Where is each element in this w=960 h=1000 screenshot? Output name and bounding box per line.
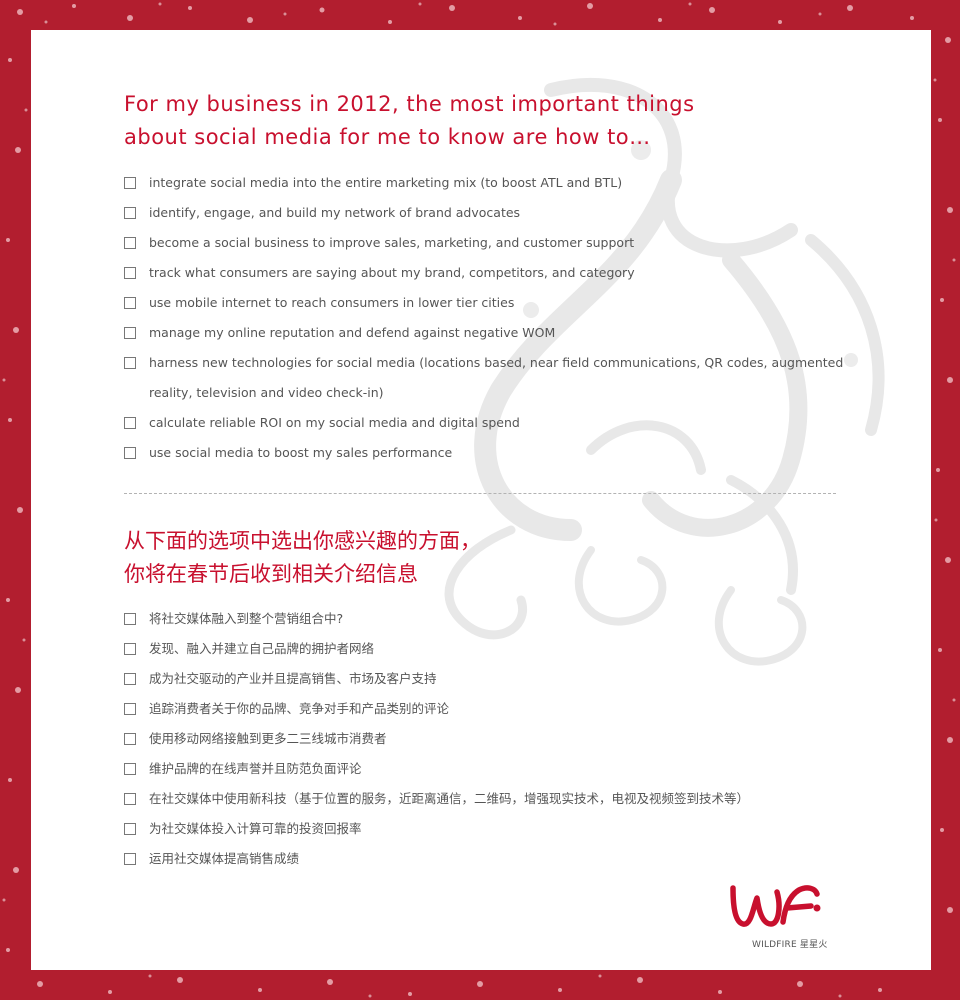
option-label: use mobile internet to reach consumers i… xyxy=(149,295,515,310)
checkbox[interactable] xyxy=(124,417,136,429)
checkbox[interactable] xyxy=(124,267,136,279)
chinese-heading-line: 从下面的选项中选出你感兴趣的方面， xyxy=(124,529,481,553)
checkbox[interactable] xyxy=(124,853,136,865)
chinese-heading: 从下面的选项中选出你感兴趣的方面， 你将在春节后收到相关介绍信息 xyxy=(124,525,481,591)
option-label: 将社交媒体融入到整个营销组合中? xyxy=(149,611,344,626)
option-label: 运用社交媒体提高销售成绩 xyxy=(149,851,300,866)
checkbox[interactable] xyxy=(124,327,136,339)
checkbox[interactable] xyxy=(124,613,136,625)
option-label: 维护品牌的在线声誉并且防范负面评论 xyxy=(149,761,362,776)
option-zh-7[interactable]: 在社交媒体中使用新科技（基于位置的服务，近距离通信，二维码，增强现实技术，电视及… xyxy=(124,784,884,814)
option-zh-9[interactable]: 运用社交媒体提高销售成绩 xyxy=(124,844,884,874)
option-label: calculate reliable ROI on my social medi… xyxy=(149,415,520,430)
checkbox[interactable] xyxy=(124,207,136,219)
option-label: track what consumers are saying about my… xyxy=(149,265,635,280)
checkbox[interactable] xyxy=(124,237,136,249)
option-zh-4[interactable]: 追踪消费者关于你的品牌、竞争对手和产品类别的评论 xyxy=(124,694,884,724)
option-label: 成为社交驱动的产业并且提高销售、市场及客户支持 xyxy=(149,671,437,686)
checkbox[interactable] xyxy=(124,177,136,189)
checkbox[interactable] xyxy=(124,643,136,655)
option-label: 使用移动网络接触到更多二三线城市消费者 xyxy=(149,731,387,746)
checkbox[interactable] xyxy=(124,447,136,459)
option-label: 为社交媒体投入计算可靠的投资回报率 xyxy=(149,821,362,836)
option-zh-3[interactable]: 成为社交驱动的产业并且提高销售、市场及客户支持 xyxy=(124,664,884,694)
option-label: become a social business to improve sale… xyxy=(149,235,635,250)
chinese-heading-line: 你将在春节后收到相关介绍信息 xyxy=(124,562,418,586)
english-heading-line: For my business in 2012, the most import… xyxy=(124,92,695,116)
dragon-watermark-icon xyxy=(444,77,885,666)
checkbox[interactable] xyxy=(124,823,136,835)
content-card: For my business in 2012, the most import… xyxy=(31,30,931,970)
option-calculate-roi[interactable]: calculate reliable ROI on my social medi… xyxy=(124,408,884,438)
option-label: 追踪消费者关于你的品牌、竞争对手和产品类别的评论 xyxy=(149,701,450,716)
english-heading: For my business in 2012, the most import… xyxy=(124,88,695,154)
option-zh-5[interactable]: 使用移动网络接触到更多二三线城市消费者 xyxy=(124,724,884,754)
option-social-business[interactable]: become a social business to improve sale… xyxy=(124,228,884,258)
option-label: use social media to boost my sales perfo… xyxy=(149,445,453,460)
option-boost-sales[interactable]: use social media to boost my sales perfo… xyxy=(124,438,884,468)
checkbox[interactable] xyxy=(124,297,136,309)
checkbox[interactable] xyxy=(124,733,136,745)
option-label: manage my online reputation and defend a… xyxy=(149,325,556,340)
checkbox[interactable] xyxy=(124,673,136,685)
checkbox[interactable] xyxy=(124,793,136,805)
checkbox[interactable] xyxy=(124,763,136,775)
english-options-list: integrate social media into the entire m… xyxy=(124,168,884,468)
dashed-divider xyxy=(124,493,836,494)
option-zh-2[interactable]: 发现、融入并建立自己品牌的拥护者网络 xyxy=(124,634,884,664)
option-zh-1[interactable]: 将社交媒体融入到整个营销组合中? xyxy=(124,604,884,634)
checkbox[interactable] xyxy=(124,357,136,369)
option-mobile-internet[interactable]: use mobile internet to reach consumers i… xyxy=(124,288,884,318)
option-new-technologies[interactable]: harness new technologies for social medi… xyxy=(124,348,884,408)
logo-caption: WILDFIRE 星星火 xyxy=(752,940,828,950)
option-label: 在社交媒体中使用新科技（基于位置的服务，近距离通信，二维码，增强现实技术，电视及… xyxy=(149,791,750,806)
option-track-consumers[interactable]: track what consumers are saying about my… xyxy=(124,258,884,288)
option-zh-8[interactable]: 为社交媒体投入计算可靠的投资回报率 xyxy=(124,814,884,844)
option-zh-6[interactable]: 维护品牌的在线声誉并且防范负面评论 xyxy=(124,754,884,784)
option-label: identify, engage, and build my network o… xyxy=(149,205,521,220)
checkbox[interactable] xyxy=(124,703,136,715)
option-online-reputation[interactable]: manage my online reputation and defend a… xyxy=(124,318,884,348)
wildfire-logo-icon xyxy=(730,885,821,927)
chinese-options-list: 将社交媒体融入到整个营销组合中? 发现、融入并建立自己品牌的拥护者网络 成为社交… xyxy=(124,604,884,874)
option-integrate-marketing-mix[interactable]: integrate social media into the entire m… xyxy=(124,168,884,198)
option-label: 发现、融入并建立自己品牌的拥护者网络 xyxy=(149,641,375,656)
option-label: harness new technologies for social medi… xyxy=(149,355,844,400)
wildfire-logo: WILDFIRE 星星火 xyxy=(727,878,837,958)
option-label: integrate social media into the entire m… xyxy=(149,175,623,190)
english-heading-line: about social media for me to know are ho… xyxy=(124,125,651,149)
option-brand-advocates[interactable]: identify, engage, and build my network o… xyxy=(124,198,884,228)
